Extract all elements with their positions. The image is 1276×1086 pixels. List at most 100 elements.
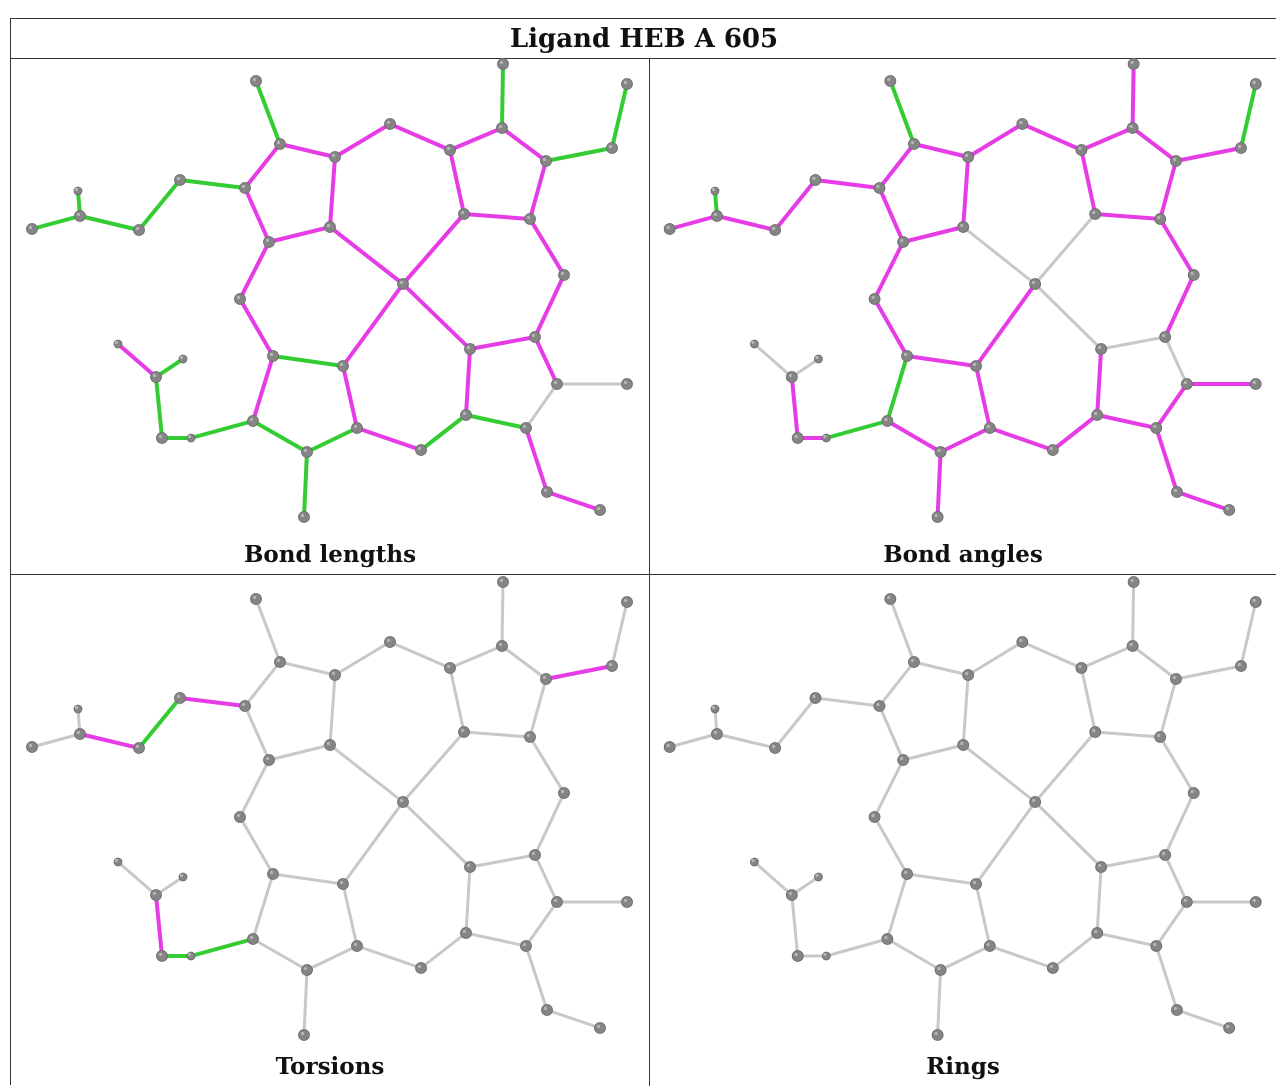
- atom-a25: [970, 878, 982, 890]
- atom-a21: [397, 278, 409, 290]
- bond-a15-a16: [78, 214, 141, 232]
- bond-a3-a4: [966, 640, 1024, 677]
- atom-highlight-a22: [560, 271, 565, 276]
- atom-a6: [1126, 640, 1139, 652]
- bond-a34-a25: [974, 364, 992, 430]
- bond-a13-a14: [178, 696, 247, 708]
- atom-a40: [150, 371, 162, 383]
- bond-a14-a15: [137, 178, 182, 232]
- bond-a27-a30: [464, 865, 472, 935]
- atom-highlight-a17: [711, 187, 716, 192]
- atom-a42: [156, 950, 168, 962]
- bond-a24-a25: [271, 354, 345, 368]
- atom-highlight-a20: [326, 223, 331, 228]
- bond-a5-a6: [448, 644, 504, 670]
- bond-a8-a9: [1174, 664, 1243, 681]
- atom-highlight-a41: [179, 355, 184, 360]
- atom-a34: [983, 940, 996, 952]
- bond-a23-a24: [873, 815, 909, 876]
- atom-highlight-a20: [326, 741, 331, 746]
- atom-highlight-a12: [526, 733, 531, 738]
- atom-highlight-a11: [460, 728, 465, 733]
- bond-a35-a30: [419, 931, 468, 970]
- bond-a30-a31: [464, 413, 528, 430]
- bond-a6-a8: [500, 644, 548, 681]
- atom-a26: [1159, 849, 1172, 861]
- atom-a33: [301, 446, 313, 458]
- atom-highlight-a5: [1078, 146, 1082, 151]
- bond-a23-a24: [238, 815, 275, 876]
- atom-a36: [931, 511, 944, 523]
- bond-a5-a6: [1079, 644, 1135, 670]
- bond-a5-a11: [448, 148, 466, 216]
- atom-a1: [884, 75, 897, 87]
- atom-highlight-a19: [265, 756, 270, 761]
- bond-a2-a3: [912, 660, 970, 677]
- bond-a19-a23: [872, 240, 906, 301]
- bond-a27-a30: [464, 347, 472, 417]
- atom-highlight-a36: [300, 513, 305, 518]
- bond-a24-a32: [251, 872, 275, 941]
- bond-a20-a3: [961, 155, 971, 229]
- atom-a8: [540, 673, 552, 685]
- bond-a24-a25: [271, 872, 345, 886]
- atom-a8: [1170, 673, 1182, 685]
- bond-a5-a6: [1079, 126, 1135, 152]
- atom-a24: [901, 350, 913, 362]
- atom-a5: [1075, 144, 1088, 156]
- atom-highlight-a21: [399, 798, 404, 803]
- atom-a3: [962, 151, 975, 163]
- atom-a27: [1095, 343, 1108, 355]
- bond-a16-a18: [668, 732, 719, 749]
- bond-a30-a31: [1095, 931, 1158, 948]
- atom-a20: [957, 739, 970, 751]
- bond-a21-a11: [401, 212, 466, 286]
- atom-a10: [1249, 78, 1262, 90]
- grid-divider-horizontal: [11, 574, 1276, 575]
- atom-highlight-a31: [522, 424, 527, 429]
- atom-a25: [337, 360, 349, 372]
- atom-highlight-a37: [543, 488, 548, 493]
- bond-a22-a26: [1163, 273, 1196, 339]
- atom-highlight-a2: [276, 140, 281, 145]
- atom-highlight-a7: [1130, 60, 1134, 65]
- atom-a42: [791, 950, 804, 962]
- atom-highlight-a8: [542, 157, 547, 162]
- bond-a31-a37: [524, 426, 549, 494]
- atom-highlight-a37: [1173, 1006, 1178, 1011]
- atom-highlight-a36: [300, 1031, 305, 1036]
- atom-highlight-a1: [887, 77, 891, 82]
- atom-a2: [274, 138, 286, 150]
- atom-a43: [186, 433, 196, 443]
- bond-a27-a21: [1033, 282, 1103, 351]
- atom-highlight-a7: [499, 578, 504, 583]
- atom-a19: [263, 236, 275, 248]
- atom-highlight-a6: [498, 642, 503, 647]
- atom-highlight-a32: [249, 935, 254, 940]
- atom-a25: [970, 360, 982, 372]
- bond-a27-a30: [1095, 347, 1104, 417]
- atom-a7: [1127, 58, 1140, 70]
- atom-a14: [174, 692, 186, 704]
- caption-bond-lengths: Bond lengths: [243, 541, 417, 568]
- atom-highlight-a43: [187, 434, 192, 439]
- atom-a23: [868, 293, 881, 305]
- atom-a20: [324, 221, 336, 233]
- bond-a14-a15: [137, 696, 182, 750]
- bond-a2-a3: [911, 142, 971, 159]
- atom-highlight-a33: [303, 448, 308, 453]
- atom-a6: [496, 640, 508, 652]
- atom-a39: [113, 857, 123, 867]
- atom-highlight-a31: [1153, 942, 1157, 947]
- bond-a33-a36: [302, 968, 309, 1037]
- atom-a7: [1127, 576, 1140, 588]
- bond-a27-a21: [1033, 800, 1103, 869]
- atom-highlight-a7: [1130, 578, 1134, 583]
- bond-a1-a2: [254, 597, 282, 664]
- caption-rings: Rings: [926, 1053, 1000, 1080]
- atom-highlight-a39: [751, 858, 755, 863]
- atom-a16: [74, 728, 86, 740]
- bond-a1-a2: [888, 79, 916, 146]
- atom-highlight-a40: [788, 891, 792, 896]
- atom-a13: [873, 700, 886, 712]
